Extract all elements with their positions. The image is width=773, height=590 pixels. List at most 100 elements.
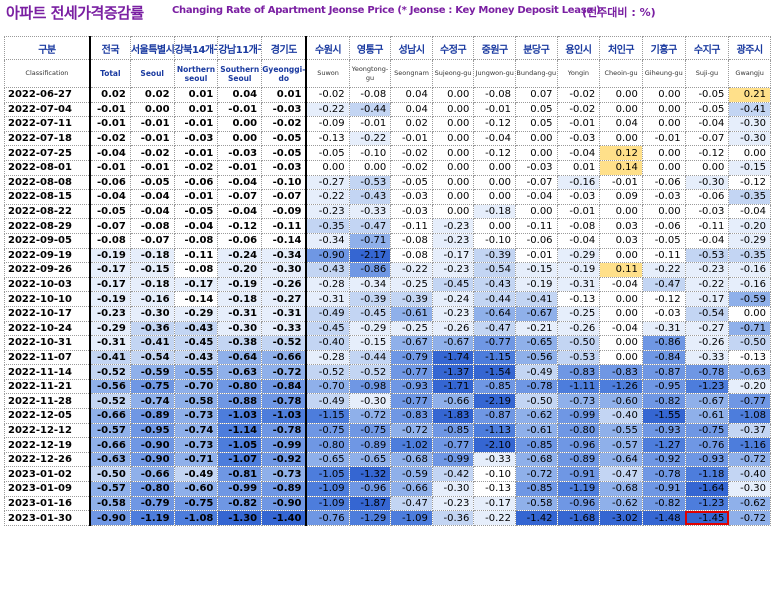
data-cell: -0.40 — [728, 466, 771, 483]
column-header-en: Cheoin-gu — [599, 59, 643, 88]
data-cell: -0.20 — [728, 218, 771, 234]
data-cell: -0.24 — [217, 247, 263, 264]
data-cell: -0.45 — [173, 335, 219, 351]
data-cell: -0.34 — [305, 232, 350, 249]
data-cell: -0.95 — [641, 378, 686, 395]
data-cell: -0.93 — [684, 451, 730, 468]
row-date: 2022-10-17 — [3, 305, 91, 322]
table-row: 2023-01-16 -0.58 -0.79 -0.75 -0.82 -0.90 -1.09… — [3, 495, 771, 512]
row-date: 2022-09-26 — [3, 262, 91, 278]
data-cell: -1.29 — [348, 510, 392, 526]
data-cell: -0.17 — [173, 276, 219, 293]
data-cell: -0.23 — [431, 218, 475, 234]
column-header-ko: 서울특별시 — [129, 36, 175, 60]
data-cell: -0.05 — [390, 174, 433, 191]
data-cell: -0.96 — [348, 481, 392, 497]
data-cell: -0.64 — [217, 349, 263, 366]
data-cell: -0.90 — [129, 451, 175, 468]
data-cell: -0.13 — [473, 481, 516, 497]
data-cell: -0.55 — [599, 422, 643, 439]
data-cell: -0.12 — [473, 145, 516, 161]
row-date: 2023-01-16 — [3, 495, 91, 512]
data-cell: -0.05 — [684, 101, 730, 118]
data-cell: -0.19 — [556, 262, 601, 278]
data-cell: -0.63 — [728, 364, 771, 380]
data-cell: -0.26 — [261, 276, 308, 293]
data-cell: -0.85 — [431, 422, 475, 439]
row-date: 2022-07-11 — [3, 116, 91, 132]
data-cell: -0.15 — [728, 159, 771, 176]
data-cell: -0.08 — [556, 218, 601, 234]
data-cell: -1.07 — [217, 451, 263, 468]
data-cell: -0.11 — [514, 218, 558, 234]
data-cell: -0.73 — [261, 466, 308, 483]
data-cell: -0.05 — [261, 130, 308, 147]
table-row: 2022-09-05 -0.08 -0.07 -0.08 -0.06 -0.14 -0.34… — [3, 232, 771, 249]
data-cell: -1.03 — [261, 408, 308, 424]
data-cell: -1.83 — [431, 408, 475, 424]
column-header-ko: 전국 — [89, 36, 131, 60]
data-cell: -0.43 — [348, 189, 392, 205]
data-cell: -0.03 — [556, 130, 601, 147]
data-cell: -0.03 — [261, 101, 308, 118]
data-cell: 0.00 — [514, 145, 558, 161]
data-cell: -0.04 — [89, 189, 131, 205]
table-row: 2022-12-12 -0.57 -0.95 -0.74 -1.14 -0.78 -0.75… — [3, 422, 771, 439]
row-date: 2022-08-08 — [3, 174, 91, 191]
data-cell: -1.71 — [431, 378, 475, 395]
data-cell: 0.11 — [599, 262, 643, 278]
data-cell: -0.80 — [217, 378, 263, 395]
data-cell: 0.00 — [431, 203, 475, 220]
data-cell: -0.15 — [348, 335, 392, 351]
data-cell: -0.02 — [390, 159, 433, 176]
table-row: 2022-11-28 -0.52 -0.74 -0.58 -0.88 -0.78 -0.49… — [3, 393, 771, 410]
column-header-ko: 기흥구 — [641, 36, 686, 60]
column-header-ko: 성남시 — [390, 36, 433, 60]
table-row: 2022-08-15 -0.04 -0.04 -0.01 -0.07 -0.07 -0.22… — [3, 189, 771, 205]
data-cell: 0.00 — [599, 101, 643, 118]
data-cell: -0.08 — [473, 87, 516, 103]
data-cell: 0.00 — [305, 159, 350, 176]
table-row: 2022-10-03 -0.17 -0.18 -0.17 -0.19 -0.26 -0.28… — [3, 276, 771, 293]
data-cell: -0.66 — [89, 408, 131, 424]
data-cell: -0.77 — [431, 437, 475, 453]
column-header-ko: 수정구 — [431, 36, 475, 60]
data-cell: 0.00 — [728, 145, 771, 161]
column-header-en: Classification — [3, 59, 91, 88]
data-cell: -0.13 — [305, 130, 350, 147]
data-cell: -0.66 — [390, 481, 433, 497]
data-cell: 0.00 — [599, 349, 643, 366]
data-cell: -0.57 — [89, 481, 131, 497]
title-row: 아파트 전세가격증감률 Changing Rate of Apartment J… — [0, 0, 773, 22]
data-cell: -0.25 — [390, 276, 433, 293]
data-cell: -1.08 — [728, 408, 771, 424]
data-cell: -0.07 — [684, 130, 730, 147]
data-cell: -0.42 — [431, 466, 475, 483]
data-cell: -0.01 — [89, 116, 131, 132]
data-cell: -1.05 — [217, 437, 263, 453]
data-cell: -0.03 — [556, 189, 601, 205]
data-cell: -0.80 — [556, 422, 601, 439]
row-date: 2022-11-21 — [3, 378, 91, 395]
data-cell: -0.06 — [641, 174, 686, 191]
data-cell: -0.03 — [217, 145, 263, 161]
data-cell: -1.09 — [305, 495, 350, 512]
data-cell: 0.00 — [431, 189, 475, 205]
data-cell: -0.85 — [514, 437, 558, 453]
table-row: 2022-12-19 -0.66 -0.90 -0.73 -1.05 -0.99 -0.80… — [3, 437, 771, 453]
data-cell: 0.07 — [514, 87, 558, 103]
column-header-ko: 강북14개구 — [173, 36, 219, 60]
data-cell: -0.80 — [305, 437, 350, 453]
data-cell: -0.11 — [261, 218, 308, 234]
data-cell: -0.19 — [217, 276, 263, 293]
table-row: 2022-09-26 -0.17 -0.15 -0.08 -0.20 -0.30 -0.43… — [3, 262, 771, 278]
data-cell: -0.98 — [348, 378, 392, 395]
data-cell: -0.01 — [129, 116, 175, 132]
data-cell: -1.09 — [390, 510, 433, 526]
data-cell: -0.25 — [390, 320, 433, 337]
data-cell: 0.00 — [473, 218, 516, 234]
data-cell: 0.09 — [599, 189, 643, 205]
data-cell: 0.00 — [599, 203, 643, 220]
data-cell: -0.17 — [89, 276, 131, 293]
data-cell: -1.87 — [348, 495, 392, 512]
